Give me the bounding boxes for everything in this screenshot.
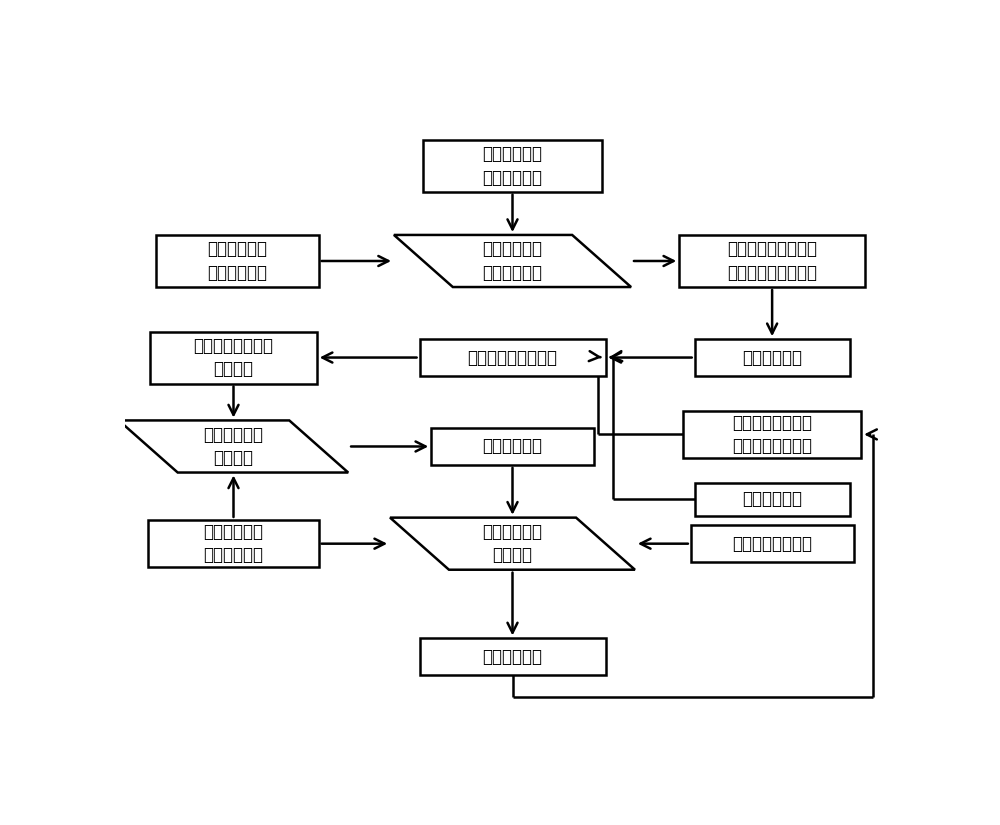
Text: 电网运行约束
机组运行约束: 电网运行约束 机组运行约束 <box>204 523 264 564</box>
FancyBboxPatch shape <box>683 411 861 458</box>
FancyBboxPatch shape <box>695 483 850 516</box>
FancyBboxPatch shape <box>679 235 865 287</box>
Text: 月度合同电量完成
进度（按日更新）: 月度合同电量完成 进度（按日更新） <box>732 413 812 455</box>
FancyBboxPatch shape <box>156 235 319 287</box>
FancyBboxPatch shape <box>150 332 317 384</box>
Text: 增发服务电量和减发
服务电量的分配结果: 增发服务电量和减发 服务电量的分配结果 <box>727 240 817 282</box>
Text: 月度发电计划
滚动调整模型: 月度发电计划 滚动调整模型 <box>482 240 542 282</box>
Polygon shape <box>394 235 631 287</box>
Text: 日内发电计划
调整模型: 日内发电计划 调整模型 <box>482 523 542 564</box>
FancyBboxPatch shape <box>431 428 594 465</box>
FancyBboxPatch shape <box>423 139 602 191</box>
FancyBboxPatch shape <box>148 520 319 568</box>
Text: 日前发电计划
优化模型: 日前发电计划 优化模型 <box>204 426 264 467</box>
Text: 月度负荷预测
（按日更新）: 月度负荷预测 （按日更新） <box>207 240 267 282</box>
Text: 增发服务报价
减发服务报价: 增发服务报价 减发服务报价 <box>482 145 542 186</box>
Text: 实际发电出力: 实际发电出力 <box>482 648 542 666</box>
Text: 机组次日预分解电量: 机组次日预分解电量 <box>468 348 558 366</box>
FancyBboxPatch shape <box>420 339 606 376</box>
Text: 日前发电计划: 日前发电计划 <box>482 437 542 455</box>
Text: 月度发电计划: 月度发电计划 <box>742 348 802 366</box>
FancyBboxPatch shape <box>691 526 854 562</box>
Polygon shape <box>390 517 635 570</box>
Text: 日前负荷预测: 日前负荷预测 <box>742 490 802 508</box>
FancyBboxPatch shape <box>420 639 606 675</box>
FancyBboxPatch shape <box>695 339 850 376</box>
Text: 机组次日各时段预
分解电力: 机组次日各时段预 分解电力 <box>194 337 274 379</box>
Text: 日内实际负荷需求: 日内实际负荷需求 <box>732 535 812 553</box>
Polygon shape <box>119 421 348 473</box>
